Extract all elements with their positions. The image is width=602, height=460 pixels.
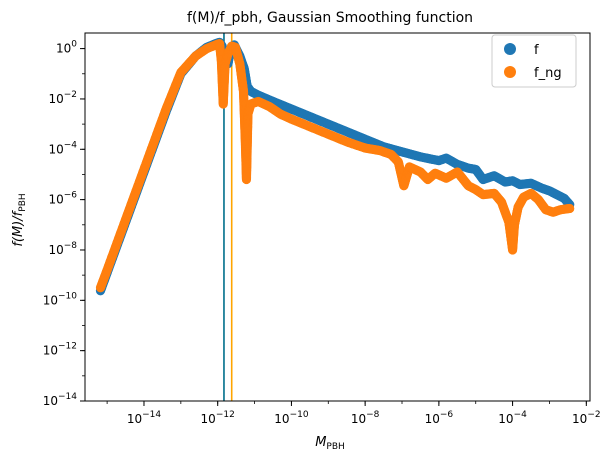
y-tick-label: 100: [56, 40, 77, 56]
x-axis-label: MPBH: [315, 435, 345, 452]
legend-label-f: f: [534, 43, 539, 58]
x-tick-label: 10−14: [127, 410, 162, 426]
y-axis: 100 10−2 10−4 10−6 10−8 10−10 10−12 10−14: [43, 40, 85, 408]
legend: f f_ng: [491, 34, 577, 88]
series-f-ng: [95, 38, 575, 293]
data-point: [565, 203, 575, 214]
y-tick-label: 10−12: [43, 342, 77, 358]
x-tick-label: 10−6: [425, 410, 454, 426]
y-tick-label: 10−6: [48, 191, 77, 207]
x-axis: 10−14 10−12 10−10 10−8 10−6 10−4 10−2: [106, 401, 601, 426]
x-tick-label: 10−10: [274, 410, 309, 426]
y-tick-label: 10−2: [48, 90, 77, 106]
legend-label-f-ng: f_ng: [534, 66, 562, 81]
y-tick-label: 10−10: [43, 291, 78, 307]
x-tick-label: 10−8: [351, 410, 380, 426]
y-tick-label: 10−14: [43, 392, 78, 408]
y-tick-label: 10−4: [48, 140, 77, 156]
x-tick-label: 10−2: [572, 410, 601, 426]
chart-title: f(M)/f_pbh, Gaussian Smoothing function: [187, 10, 473, 26]
legend-marker-f: [504, 43, 516, 55]
y-axis-label: f(M)/fPBH: [11, 193, 28, 246]
x-tick-label: 10−4: [498, 410, 527, 426]
plot-area: 10−14 10−12 10−10 10−8 10−6 10−4 10−2 10010−21…: [43, 32, 601, 426]
y-tick-label: 10−8: [48, 241, 77, 257]
legend-marker-f-ng: [504, 66, 516, 78]
plot-frame: [84, 32, 591, 402]
x-tick-label: 10−12: [201, 410, 235, 426]
